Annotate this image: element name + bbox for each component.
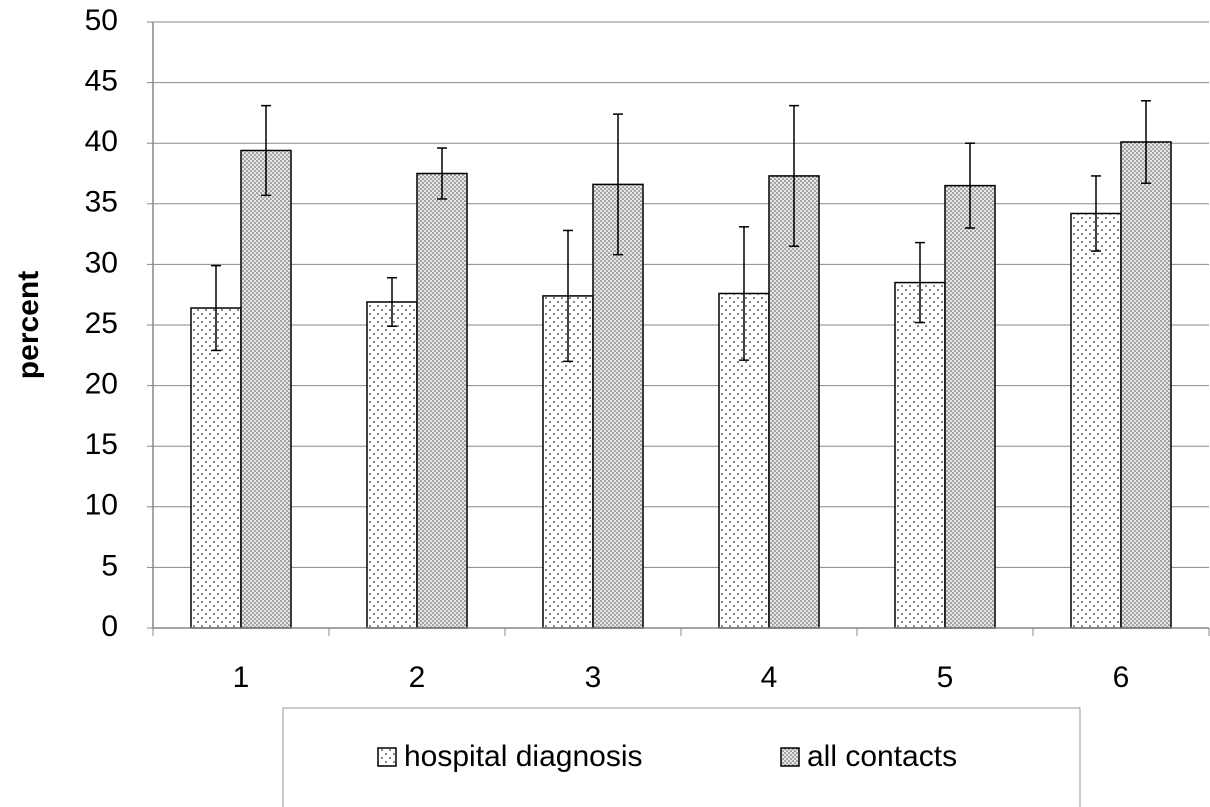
y-tick-label: 20 xyxy=(85,368,118,401)
x-tick-label: 4 xyxy=(761,661,778,694)
x-tick-label: 3 xyxy=(585,661,602,694)
y-tick-label: 25 xyxy=(85,307,118,340)
legend-swatch xyxy=(780,747,800,767)
y-tick-label: 40 xyxy=(85,125,118,158)
x-tick-label: 6 xyxy=(1113,661,1130,694)
bar xyxy=(944,184,996,629)
y-tick-label: 30 xyxy=(85,246,118,279)
legend-swatch xyxy=(377,747,397,767)
y-tick-label: 35 xyxy=(85,186,118,219)
bar xyxy=(240,149,292,629)
bar xyxy=(1070,212,1122,629)
bar xyxy=(592,183,644,629)
y-tick-label: 10 xyxy=(85,489,118,522)
bar xyxy=(894,281,946,629)
y-axis-label: percent xyxy=(12,271,45,379)
bar xyxy=(416,172,468,629)
bar xyxy=(1120,141,1172,629)
legend-label: all contacts xyxy=(807,740,957,773)
legend-label: hospital diagnosis xyxy=(404,740,643,773)
y-tick-label: 45 xyxy=(85,65,118,98)
x-tick-label: 2 xyxy=(409,661,426,694)
legend-box xyxy=(282,707,1081,807)
y-tick-label: 50 xyxy=(85,4,118,37)
x-tick-label: 1 xyxy=(233,661,250,694)
bar xyxy=(190,307,242,629)
y-tick-label: 15 xyxy=(85,428,118,461)
x-tick-label: 5 xyxy=(937,661,954,694)
bar xyxy=(366,301,418,629)
y-tick-label: 5 xyxy=(101,549,118,582)
y-tick-label: 0 xyxy=(101,610,118,643)
